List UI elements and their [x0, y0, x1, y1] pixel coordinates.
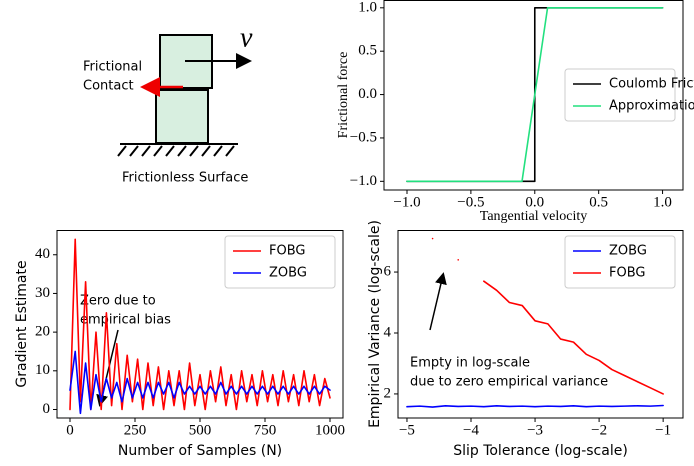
y-tick-label: 30 [35, 285, 50, 301]
x-tick-label: −2 [591, 422, 607, 438]
x-tick-label: −0.5 [457, 194, 484, 210]
x-tick-label: 0.0 [525, 194, 544, 210]
x-tick-label: 0.5 [589, 194, 608, 210]
y-tick-label: 0.0 [358, 86, 377, 102]
y-tick-label: 0.5 [358, 43, 377, 59]
annotation: due to zero empirical variance [410, 375, 608, 390]
legend-label: FOBG [269, 244, 305, 259]
y-tick-label: 10 [35, 362, 50, 378]
legend-label: ZOBG [609, 244, 647, 259]
x-tick-label: −1.0 [393, 194, 420, 210]
friction-diagram: v Frictional Contact Frictionless Surfac… [83, 22, 253, 185]
series-line [431, 237, 664, 395]
x-tick-label: 1000 [315, 422, 345, 438]
x-tick-label: −5 [399, 422, 415, 438]
y-tick-label: 6 [384, 263, 392, 279]
x-tick-label: 0 [66, 422, 74, 438]
x-tick-label: −1 [655, 422, 671, 438]
velocity-label: v [240, 22, 253, 53]
y-tick-label: −1.0 [350, 173, 377, 189]
legend-label: Approximation [609, 99, 694, 114]
x-axis-label: Tangential velocity [480, 209, 587, 224]
y-tick-label: 1.0 [358, 0, 377, 15]
x-tick-label: 500 [189, 422, 212, 438]
legend-box [564, 235, 676, 289]
y-tick-label: 2 [384, 385, 392, 401]
y-axis-label: Frictional force [336, 52, 351, 139]
legend-box [564, 68, 676, 122]
legend-label: Coulomb Friction [609, 77, 694, 92]
contact-label: Frictional [83, 60, 142, 75]
legend-label: FOBG [609, 266, 645, 281]
hatching [117, 145, 235, 157]
x-axis-label: Number of Samples (N) [118, 443, 282, 459]
y-tick-label: 4 [384, 324, 392, 340]
annotation: Zero due to [80, 294, 156, 309]
x-axis-label: Slip Tolerance (log-scale) [453, 443, 628, 459]
series-line [69, 350, 331, 415]
y-tick-label: −0.5 [350, 129, 377, 145]
x-tick-label: 1.0 [653, 194, 672, 210]
y-tick-label: 40 [35, 246, 50, 262]
y-tick-label: 20 [35, 324, 50, 340]
series-line [406, 404, 664, 408]
legend-label: ZOBG [269, 266, 307, 281]
lower-block [155, 89, 209, 144]
contact-label: Contact [83, 79, 134, 94]
x-tick-label: −4 [463, 422, 479, 438]
plot-frame [383, 0, 684, 191]
legend-box [224, 235, 336, 289]
y-tick-label: 0 [43, 401, 51, 417]
series-line [406, 7, 664, 183]
x-tick-label: 750 [254, 422, 277, 438]
x-tick-label: −3 [527, 422, 543, 438]
y-axis-label: Gradient Estimate [14, 260, 30, 387]
plot-frame [56, 230, 344, 419]
plot-frame [397, 230, 684, 419]
surface-label: Frictionless Surface [122, 171, 248, 186]
annotation: Empty in log-scale [410, 356, 530, 371]
annotation: empirical bias [80, 313, 171, 328]
y-axis-label: Empirical Variance (log-scale) [367, 220, 383, 428]
annotation-arrow [429, 272, 447, 331]
x-tick-label: 250 [124, 422, 147, 438]
